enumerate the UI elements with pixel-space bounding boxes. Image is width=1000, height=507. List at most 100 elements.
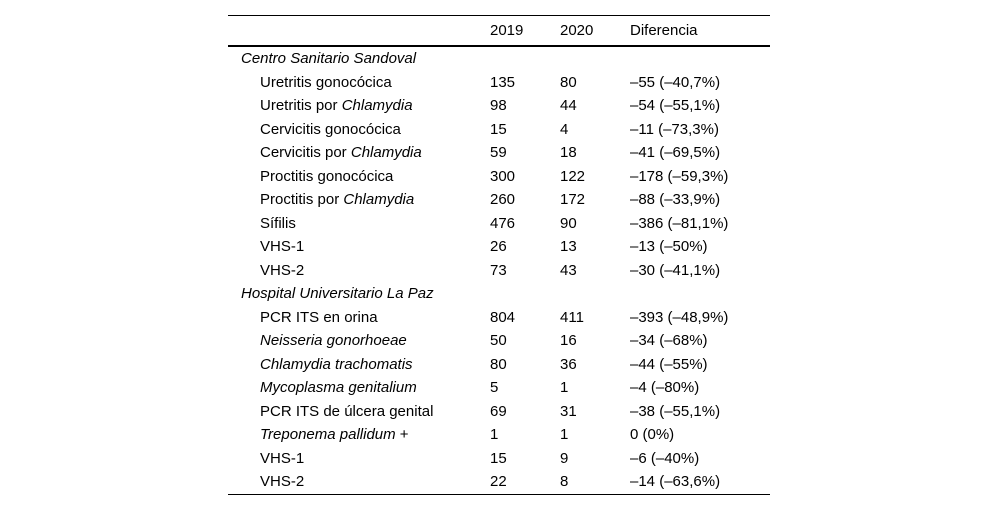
row-label-part: VHS-2 (260, 261, 305, 279)
value-2019: 804 (490, 308, 516, 326)
row-label-italic-part: Chlamydia (350, 144, 422, 162)
section-header-row: Centro Sanitario Sandoval (228, 47, 770, 71)
table-row: Uretritis por Chlamydia 98 44 –54 (–55,1%) (228, 94, 770, 118)
row-label: Chlamydia trachomatis (228, 356, 490, 373)
value-diferencia: –44 (–55%) (630, 355, 708, 373)
value-2019: 59 (490, 144, 507, 162)
value-2020: 16 (560, 332, 577, 350)
value-2019: 1 (490, 426, 499, 444)
value-2019: 73 (490, 261, 507, 279)
value-diferencia: –393 (–48,9%) (630, 308, 729, 326)
table-row: Sífilis 476 90 –386 (–81,1%) (228, 212, 770, 236)
value-2020: 4 (560, 120, 569, 138)
value-2020: 172 (560, 191, 586, 209)
value-2020: 122 (560, 167, 586, 185)
table-row: Proctitis por Chlamydia 260 172 –88 (–33,9%… (228, 188, 770, 212)
table-row: VHS-2 73 43 –30 (–41,1%) (228, 259, 770, 283)
table-row: VHS-2 22 8 –14 (–63,6%) (228, 470, 770, 494)
column-header-2019: 2019 (490, 22, 524, 39)
value-diferencia: –88 (–33,9%) (630, 191, 721, 209)
value-2020: 8 (560, 473, 569, 491)
value-2019: 26 (490, 238, 507, 256)
row-label: Neisseria gonorhoeae (228, 332, 490, 349)
value-2019: 22 (490, 473, 507, 491)
value-2020: 18 (560, 144, 577, 162)
row-label-part: + (395, 426, 409, 444)
section-header-row: Hospital Universitario La Paz (228, 282, 770, 306)
column-header-2020: 2020 (560, 22, 594, 39)
row-label-part: Uretritis por (260, 97, 342, 115)
row-label-part: VHS-1 (260, 238, 305, 256)
value-diferencia: –4 (–80%) (630, 379, 700, 397)
row-label: Mycoplasma genitalium (228, 379, 490, 396)
row-label-part: Cervicitis gonocócica (260, 120, 401, 138)
row-label-italic-part: Chlamydia (341, 97, 413, 115)
row-label-part: Cervicitis por (260, 144, 351, 162)
table-row: Chlamydia trachomatis 80 36 –44 (–55%) (228, 353, 770, 377)
row-label-italic-part: Neisseria gonorhoeae (260, 332, 407, 350)
value-diferencia: –38 (–55,1%) (630, 402, 721, 420)
row-label-italic-part: Treponema pallidum (260, 426, 396, 444)
row-label-italic-part: Chlamydia (343, 191, 415, 209)
table-row: Neisseria gonorhoeae 50 16 –34 (–68%) (228, 329, 770, 353)
table-header-row: 2019 2020 Diferencia (228, 16, 770, 47)
row-label-italic-part: Mycoplasma genitalium (260, 379, 417, 397)
row-label: Proctitis por Chlamydia (228, 191, 490, 208)
value-2019: 15 (490, 449, 507, 467)
value-2020: 9 (560, 449, 569, 467)
row-label-part: Proctitis gonocócica (260, 167, 394, 185)
table-row: VHS-1 15 9 –6 (–40%) (228, 447, 770, 471)
value-2020: 1 (560, 379, 569, 397)
value-2020: 1 (560, 426, 569, 444)
row-label: Treponema pallidum + (228, 426, 490, 443)
value-diferencia: –34 (–68%) (630, 332, 708, 350)
table-row: VHS-1 26 13 –13 (–50%) (228, 235, 770, 259)
table-body: Centro Sanitario Sandoval Uretritis gonoc… (228, 47, 770, 494)
table-row: Uretritis gonocócica 135 80 –55 (–40,7%) (228, 71, 770, 95)
value-diferencia: –41 (–69,5%) (630, 144, 721, 162)
table-row: Mycoplasma genitalium 5 1 –4 (–80%) (228, 376, 770, 400)
row-label-part: PCR ITS en orina (260, 308, 378, 326)
comparison-table: 2019 2020 Diferencia Centro Sanitario Sa… (228, 15, 770, 495)
value-2020: 90 (560, 214, 577, 232)
row-label-part: PCR ITS de úlcera genital (260, 402, 434, 420)
row-label: VHS-2 (228, 473, 490, 490)
value-2020: 36 (560, 355, 577, 373)
section-title: Hospital Universitario La Paz (241, 285, 434, 303)
section-title: Centro Sanitario Sandoval (241, 50, 417, 68)
value-diferencia: –178 (–59,3%) (630, 167, 729, 185)
row-label: VHS-2 (228, 262, 490, 279)
column-header-diferencia: Diferencia (630, 22, 698, 39)
value-2020: 13 (560, 238, 577, 256)
value-2019: 15 (490, 120, 507, 138)
row-label: Cervicitis por Chlamydia (228, 144, 490, 161)
row-label: Uretritis gonocócica (228, 74, 490, 91)
value-2019: 260 (490, 191, 516, 209)
value-2020: 43 (560, 261, 577, 279)
table-row: Treponema pallidum +1 1 0 (0%) (228, 423, 770, 447)
value-2019: 135 (490, 73, 516, 91)
row-label: Cervicitis gonocócica (228, 121, 490, 138)
value-diferencia: –386 (–81,1%) (630, 214, 729, 232)
row-label-italic-part: Chlamydia trachomatis (260, 355, 413, 373)
value-2019: 300 (490, 167, 516, 185)
value-2019: 476 (490, 214, 516, 232)
table-row: PCR ITS de úlcera genital 69 31 –38 (–55,1%… (228, 400, 770, 424)
row-label-part: VHS-2 (260, 473, 305, 491)
row-label: Sífilis (228, 215, 490, 232)
value-2019: 69 (490, 402, 507, 420)
value-2020: 31 (560, 402, 577, 420)
value-2019: 5 (490, 379, 499, 397)
row-label: Uretritis por Chlamydia (228, 97, 490, 114)
value-diferencia: 0 (0%) (630, 426, 675, 444)
table-row: Proctitis gonocócica 300 122 –178 (–59,3%) (228, 165, 770, 189)
row-label: PCR ITS de úlcera genital (228, 403, 490, 420)
row-label-part: VHS-1 (260, 449, 305, 467)
table-row: PCR ITS en orina 804 411 –393 (–48,9%) (228, 306, 770, 330)
value-2019: 80 (490, 355, 507, 373)
value-diferencia: –54 (–55,1%) (630, 97, 721, 115)
value-diferencia: –13 (–50%) (630, 238, 708, 256)
value-diferencia: –30 (–41,1%) (630, 261, 721, 279)
value-2019: 98 (490, 97, 507, 115)
value-2020: 44 (560, 97, 577, 115)
